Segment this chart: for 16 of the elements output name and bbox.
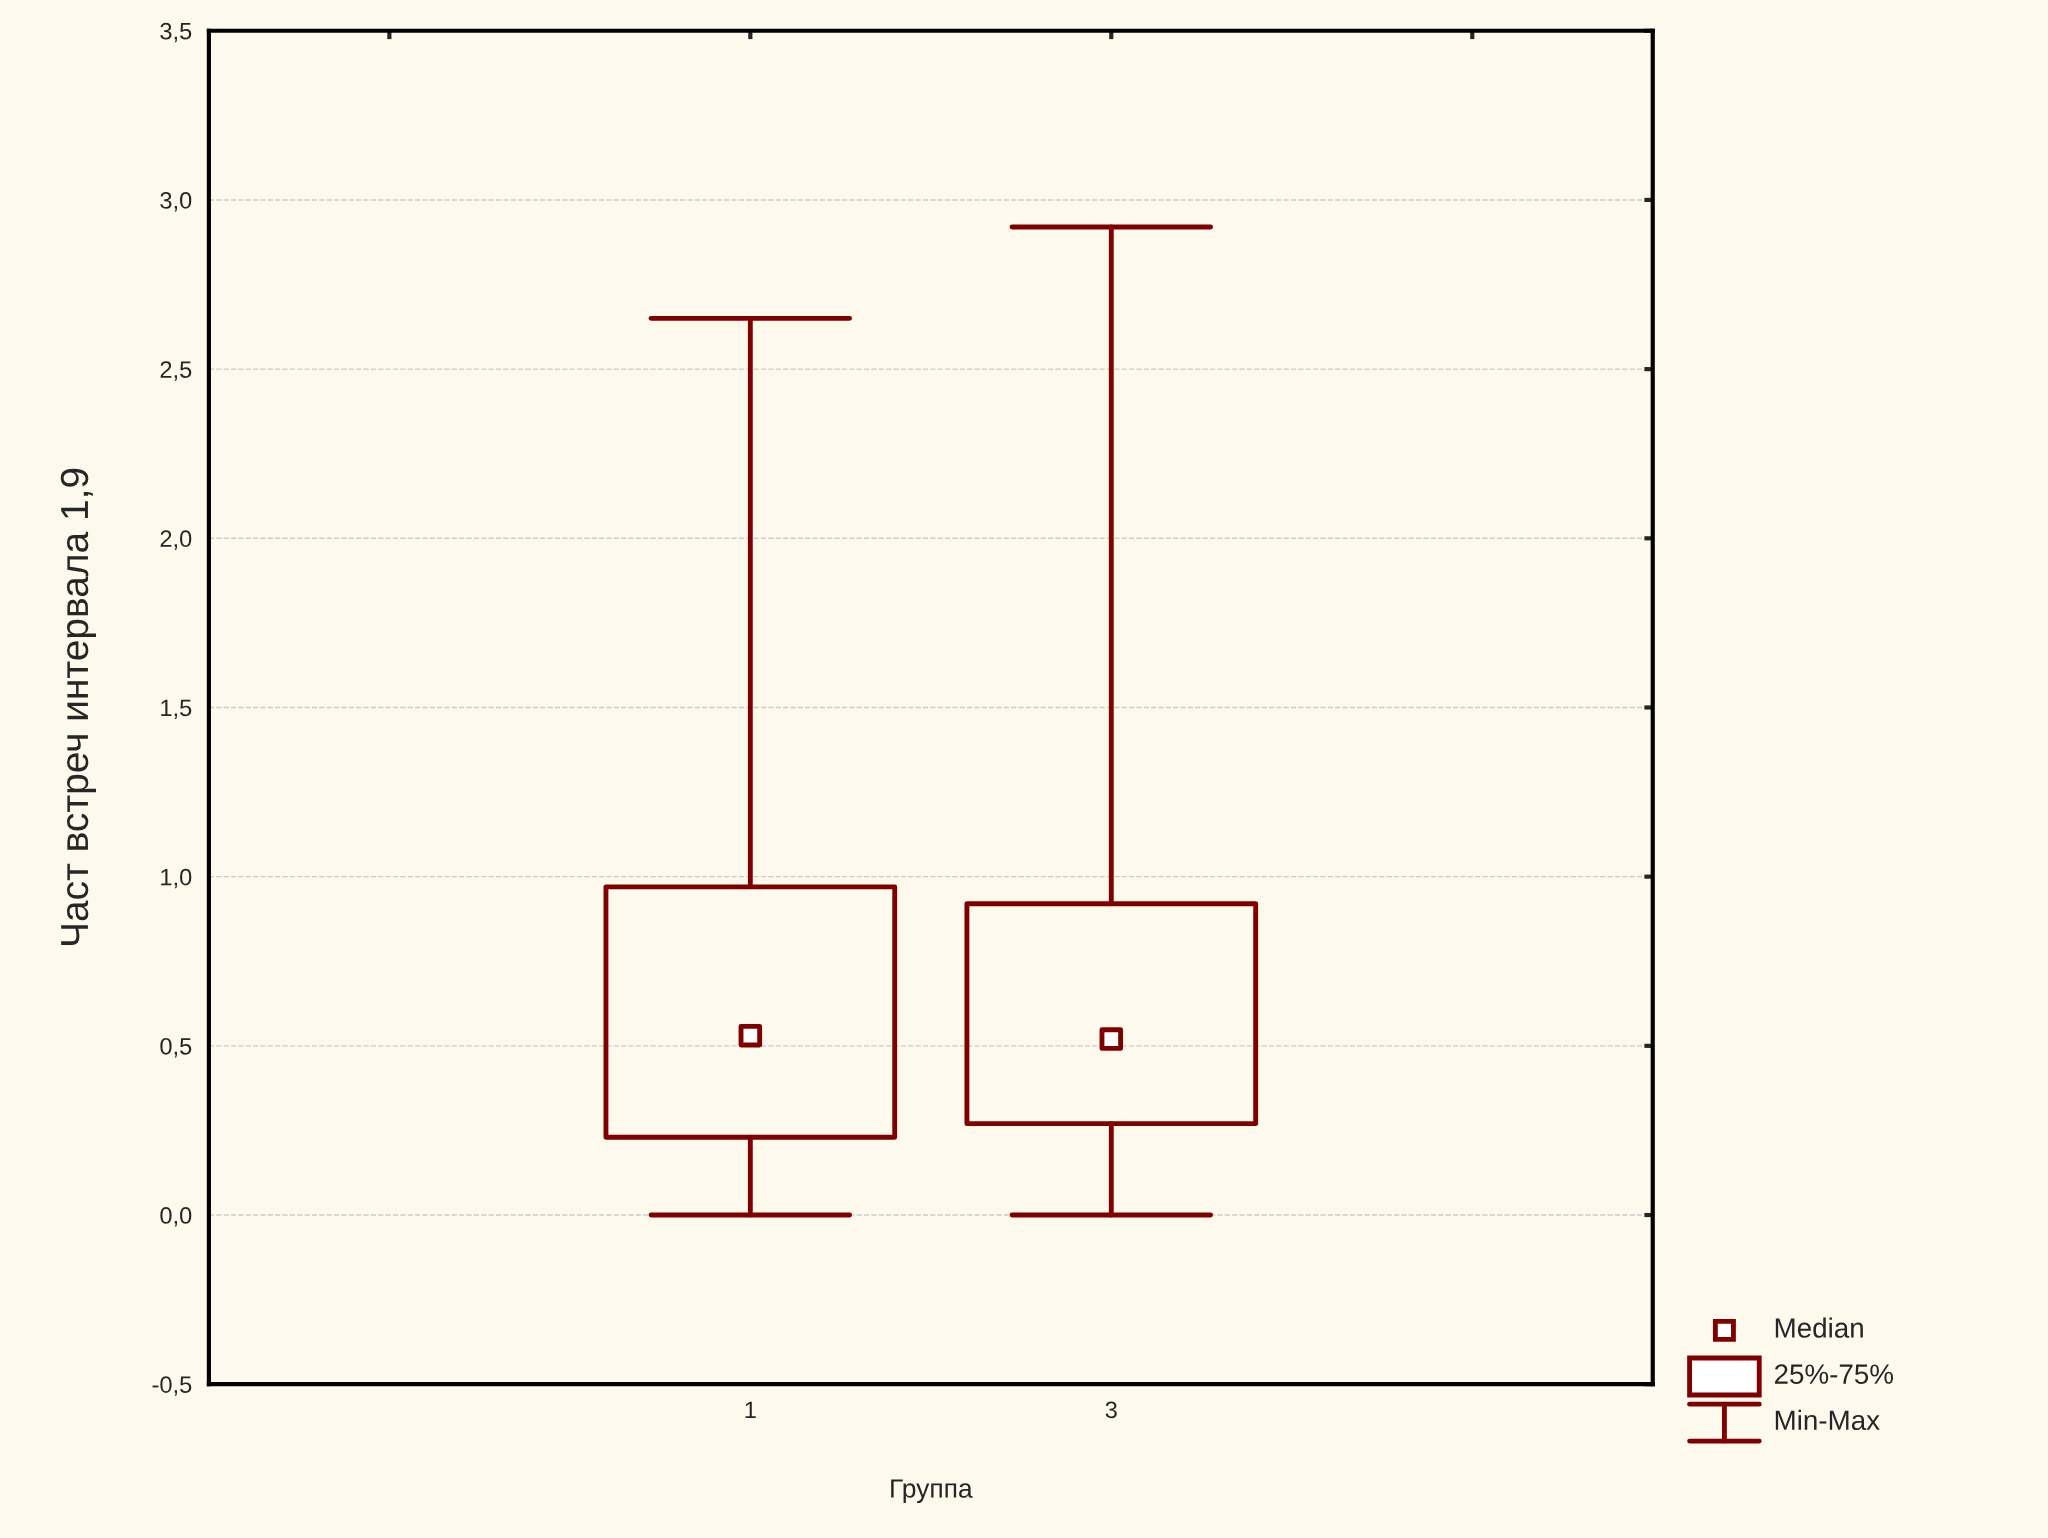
x-tick-label: 3 (1105, 1401, 1117, 1419)
y-tick-label: 0,0 (160, 1207, 192, 1227)
y-tick-label: 3,5 (160, 22, 192, 43)
y-tick-label: 2,0 (160, 530, 192, 550)
y-tick-label: 1,0 (161, 868, 192, 889)
text: 25%-75% (1774, 1364, 1894, 1384)
x-tick-label: 1 (745, 1401, 756, 1418)
text: Min-Max (1775, 1409, 1880, 1431)
y-tick-label: 3,0 (160, 192, 192, 212)
y-tick-label: 1,5 (161, 699, 192, 720)
x-axis-title: Группа (891, 1479, 973, 1504)
y-tick-label: 2,5 (160, 361, 192, 381)
y-axis-title: Част встреч интервала 1,9 (60, 468, 96, 945)
y-tick-label: -0,5 (152, 1376, 192, 1396)
text: Median (1775, 1317, 1863, 1338)
y-tick-label: 0,5 (160, 1037, 192, 1058)
